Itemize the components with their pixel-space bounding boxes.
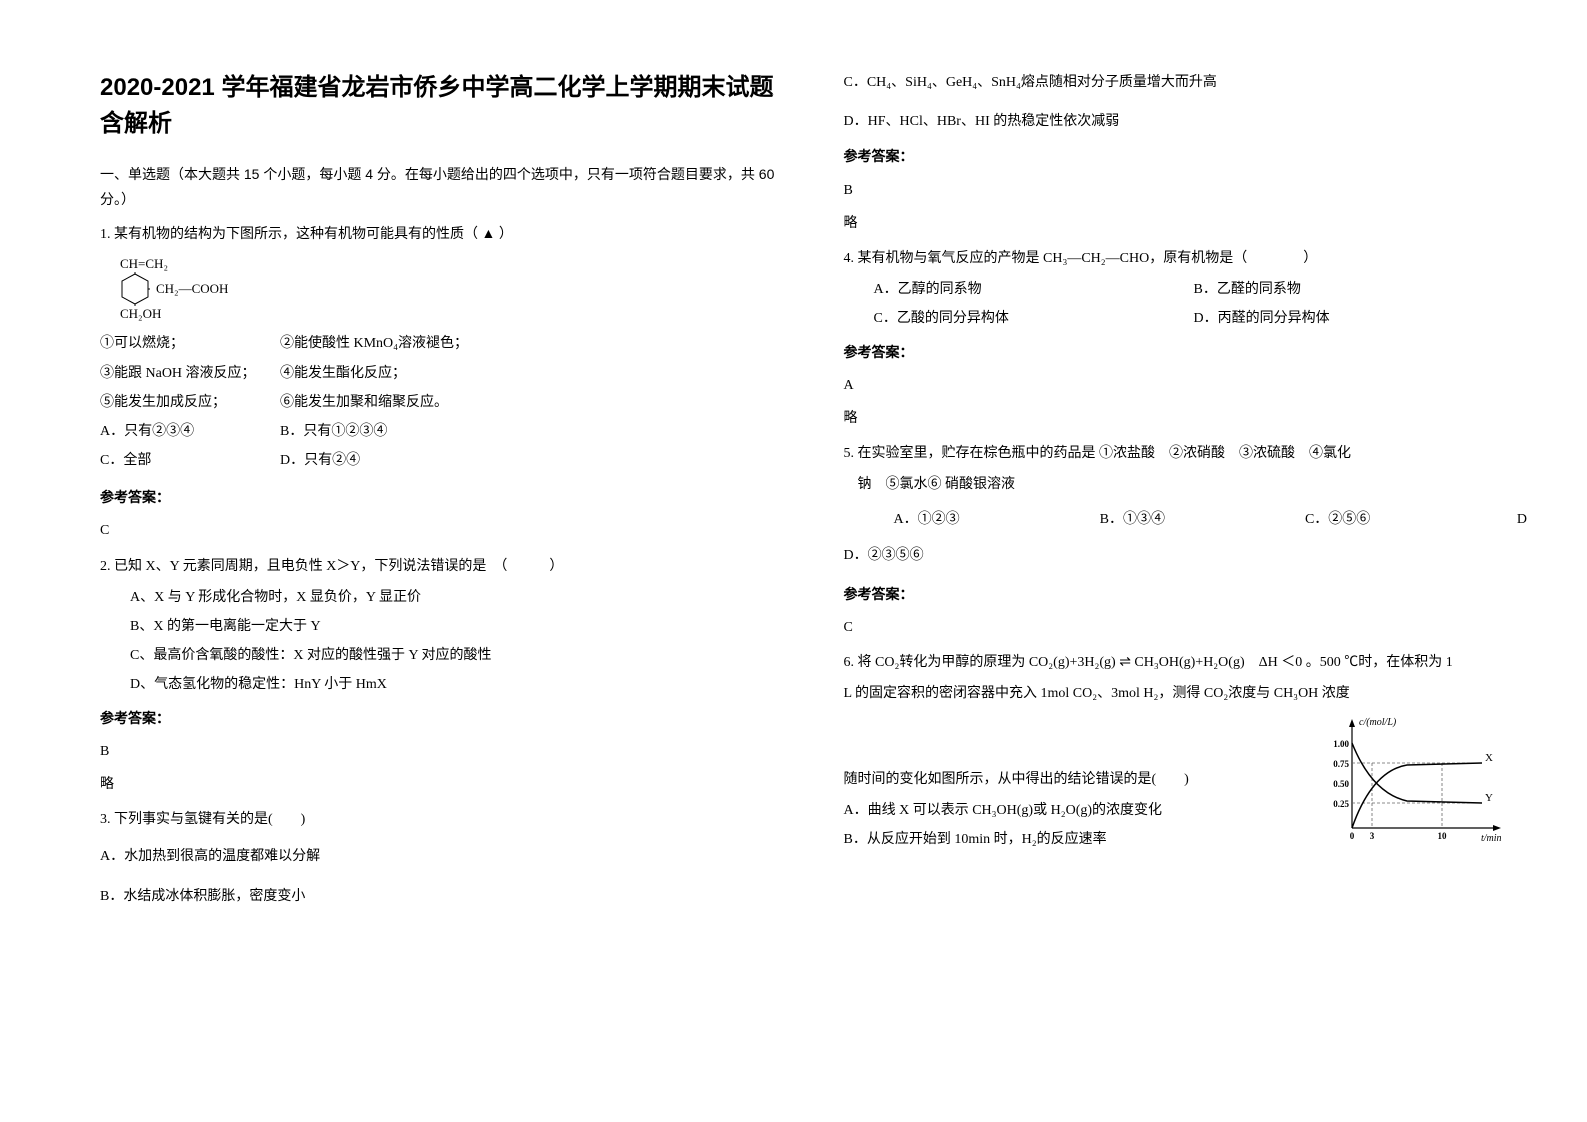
q3-answer-header: 参考答案： — [844, 144, 1528, 169]
page-title: 2020-2021 学年福建省龙岩市侨乡中学高二化学上学期期末试题含解析 — [100, 70, 784, 142]
q2-text: 2. 已知 X、Y 元素同周期，且电负性 X＞Y，下列说法错误的是 （ ） — [100, 554, 784, 579]
svg-text:0.75: 0.75 — [1333, 759, 1349, 769]
q1-opt-d: D．只有②④ — [280, 448, 460, 473]
q4-answer: A — [844, 373, 1528, 398]
q1-item3: ③能跟 NaOH 溶液反应； — [100, 361, 280, 386]
q4-opt-d: D．丙醛的同分异构体 — [1194, 306, 1330, 331]
q3-opt-a: A．水加热到很高的温度都难以分解 — [100, 844, 784, 869]
question-2: 2. 已知 X、Y 元素同周期，且电负性 X＞Y，下列说法错误的是 （ ） A、… — [100, 554, 784, 798]
q3-opt-d: D．HF、HCl、HBr、HI 的热稳定性依次减弱 — [844, 109, 1528, 134]
q4-note: 略 — [844, 406, 1528, 431]
benzene-ring-icon — [120, 272, 150, 306]
q5-opt-d-prefix: D — [1517, 507, 1527, 532]
svg-text:3: 3 — [1370, 831, 1375, 841]
q6-text-line1: 6. 将 CO₂转化为甲醇的原理为 CO₂(g)+3H₂(g) ⇌ CH₃OH(… — [844, 650, 1528, 675]
q5-text-line2: 钠 ⑤氯水⑥ 硝酸银溶液 — [844, 472, 1528, 497]
q5-text-line1: 5. 在实验室里，贮存在棕色瓶中的药品是 ①浓盐酸 ②浓硝酸 ③浓硫酸 ④氯化 — [844, 441, 1528, 466]
q1-item6: ⑥能发生加聚和缩聚反应。 — [280, 390, 460, 415]
q1-opt-b: B．只有①②③④ — [280, 419, 460, 444]
q1-items: ①可以燃烧； ②能使酸性 KMnO₄溶液褪色； — [100, 331, 784, 360]
q1-item2: ②能使酸性 KMnO₄溶液褪色； — [280, 331, 468, 356]
q1-answer-header: 参考答案： — [100, 485, 784, 510]
question-3: 3. 下列事实与氢键有关的是( ) A．水加热到很高的温度都难以分解 B．水结成… — [100, 807, 784, 909]
q6-text-line2: L 的固定容积的密闭容器中充入 1mol CO₂、3mol H₂，测得 CO₂浓… — [844, 681, 1528, 706]
svg-text:0.50: 0.50 — [1333, 779, 1349, 789]
q1-struct-line2: CH₂—COOH — [156, 281, 228, 298]
svg-text:10: 10 — [1438, 831, 1448, 841]
q4-opt-c: C．乙酸的同分异构体 — [874, 306, 1194, 331]
q4-answer-header: 参考答案： — [844, 340, 1528, 365]
question-5: 5. 在实验室里，贮存在棕色瓶中的药品是 ①浓盐酸 ②浓硝酸 ③浓硫酸 ④氯化 … — [844, 441, 1528, 640]
q1-struct-line1: CH=CH₂ — [120, 256, 784, 273]
q2-answer: B — [100, 739, 784, 764]
q5-opt-c: C．②⑤⑥ — [1305, 507, 1370, 532]
q5-answer-header: 参考答案： — [844, 582, 1528, 607]
svg-text:0: 0 — [1350, 831, 1355, 841]
q2-opt-d: D、气态氢化物的稳定性：HnY 小于 HmX — [100, 672, 784, 697]
right-column: C．CH₄、SiH₄、GeH₄、SnH₄熔点随相对分子质量增大而升高 D．HF、… — [844, 70, 1528, 919]
section-header: 一、单选题（本大题共 15 个小题，每小题 4 分。在每小题给出的四个选项中，只… — [100, 162, 784, 212]
svg-text:t/min: t/min — [1481, 833, 1502, 843]
svg-text:Y: Y — [1485, 792, 1493, 804]
q5-opt-a: A．①②③ — [894, 507, 960, 532]
q1-structure: CH=CH₂ CH₂—COOH CH₂OH — [120, 256, 784, 324]
q4-opt-b: B．乙醛的同系物 — [1194, 277, 1301, 302]
q5-opt-d: D．②③⑤⑥ — [844, 543, 1528, 568]
q2-opt-b: B、X 的第一电离能一定大于 Y — [100, 614, 784, 639]
q2-opt-c: C、最高价含氧酸的酸性：X 对应的酸性强于 Y 对应的酸性 — [100, 643, 784, 668]
q1-opt-a: A．只有②③④ — [100, 419, 280, 444]
svg-text:X: X — [1485, 752, 1493, 764]
q6-chart: 0.25 0.50 0.75 1.00 X Y — [1327, 713, 1507, 852]
q5-opt-b: B．①③④ — [1100, 507, 1165, 532]
q3-opt-b: B．水结成冰体积膨胀，密度变小 — [100, 884, 784, 909]
q2-opt-a: A、X 与 Y 形成化合物时，X 显负价，Y 显正价 — [100, 585, 784, 610]
q4-text: 4. 某有机物与氧气反应的产物是 CH₃—CH₂—CHO，原有机物是（ ） — [844, 246, 1528, 271]
q3-text: 3. 下列事实与氢键有关的是( ) — [100, 807, 784, 832]
q3-opt-c: C．CH₄、SiH₄、GeH₄、SnH₄熔点随相对分子质量增大而升高 — [844, 70, 1528, 95]
q2-note: 略 — [100, 772, 784, 797]
svg-text:c/(mol/L): c/(mol/L) — [1359, 717, 1397, 728]
q1-answer: C — [100, 518, 784, 543]
question-1: 1. 某有机物的结构为下图所示，这种有机物可能具有的性质（ ▲ ） CH=CH₂… — [100, 222, 784, 543]
q1-opt-c: C．全部 — [100, 448, 280, 473]
q1-item5: ⑤能发生加成反应； — [100, 390, 280, 415]
q1-item1: ①可以燃烧； — [100, 331, 280, 356]
q1-struct-line3: CH₂OH — [120, 306, 784, 323]
question-4: 4. 某有机物与氧气反应的产物是 CH₃—CH₂—CHO，原有机物是（ ） A．… — [844, 246, 1528, 431]
question-6: 6. 将 CO₂转化为甲醇的原理为 CO₂(g)+3H₂(g) ⇌ CH₃OH(… — [844, 650, 1528, 852]
svg-text:1.00: 1.00 — [1333, 739, 1349, 749]
q5-answer: C — [844, 615, 1528, 640]
q1-text: 1. 某有机物的结构为下图所示，这种有机物可能具有的性质（ ▲ ） — [100, 222, 784, 247]
q4-opt-a: A．乙醇的同系物 — [874, 277, 1194, 302]
left-column: 2020-2021 学年福建省龙岩市侨乡中学高二化学上学期期末试题含解析 一、单… — [100, 70, 784, 919]
q3-answer: B — [844, 178, 1528, 203]
svg-text:0.25: 0.25 — [1333, 799, 1349, 809]
page-container: 2020-2021 学年福建省龙岩市侨乡中学高二化学上学期期末试题含解析 一、单… — [100, 70, 1527, 919]
q3-note: 略 — [844, 211, 1528, 236]
q2-answer-header: 参考答案： — [100, 706, 784, 731]
q1-item4: ④能发生酯化反应； — [280, 361, 460, 386]
